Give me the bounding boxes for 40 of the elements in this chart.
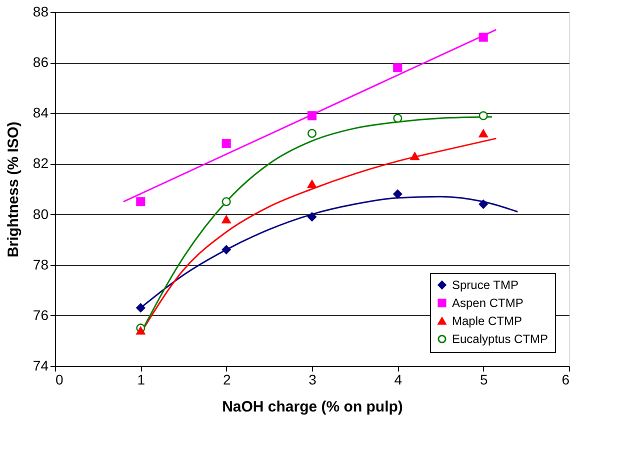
point bbox=[478, 200, 488, 209]
x-tick-label: 2 bbox=[222, 372, 231, 388]
point bbox=[222, 197, 231, 206]
y-tick-label: 86 bbox=[32, 54, 49, 70]
x-tick-label: 1 bbox=[137, 372, 146, 388]
point bbox=[478, 111, 488, 120]
point bbox=[307, 128, 317, 138]
x-tick-label: 0 bbox=[56, 372, 64, 388]
y-tick-label: 84 bbox=[32, 104, 49, 121]
point bbox=[222, 245, 231, 254]
point bbox=[136, 326, 146, 335]
point bbox=[410, 152, 420, 160]
point bbox=[222, 215, 231, 224]
point bbox=[136, 197, 146, 206]
point bbox=[393, 190, 402, 199]
y-tick-label: 82 bbox=[32, 155, 49, 172]
x-tick-label: 6 bbox=[562, 372, 570, 388]
legend-label: Maple CTMP bbox=[452, 314, 522, 328]
legend-label: Aspen CTMP bbox=[452, 296, 524, 310]
y-tick-label: 80 bbox=[32, 206, 49, 222]
y-tick-label: 76 bbox=[32, 306, 49, 323]
x-tick-label: 5 bbox=[480, 372, 488, 388]
point bbox=[307, 111, 317, 120]
point bbox=[393, 114, 402, 123]
point bbox=[222, 138, 231, 148]
x-axis-title: NaOH charge (% on pulp) bbox=[222, 398, 403, 416]
x-tick-label: 3 bbox=[308, 372, 317, 388]
y-tick-label: 74 bbox=[32, 358, 49, 374]
point bbox=[478, 32, 488, 42]
point bbox=[393, 63, 402, 72]
point bbox=[136, 303, 146, 312]
point bbox=[478, 129, 488, 138]
y-tick-label: 78 bbox=[32, 256, 49, 272]
x-tick-label: 4 bbox=[394, 372, 402, 388]
y-tick-label: 88 bbox=[32, 4, 49, 20]
legend-label: Spruce TMP bbox=[452, 278, 518, 292]
point bbox=[307, 180, 317, 188]
point bbox=[307, 212, 317, 222]
legend-label: Eucalyptus CTMP bbox=[452, 332, 548, 346]
y-axis-title: Brightness (% ISO) bbox=[4, 122, 22, 258]
